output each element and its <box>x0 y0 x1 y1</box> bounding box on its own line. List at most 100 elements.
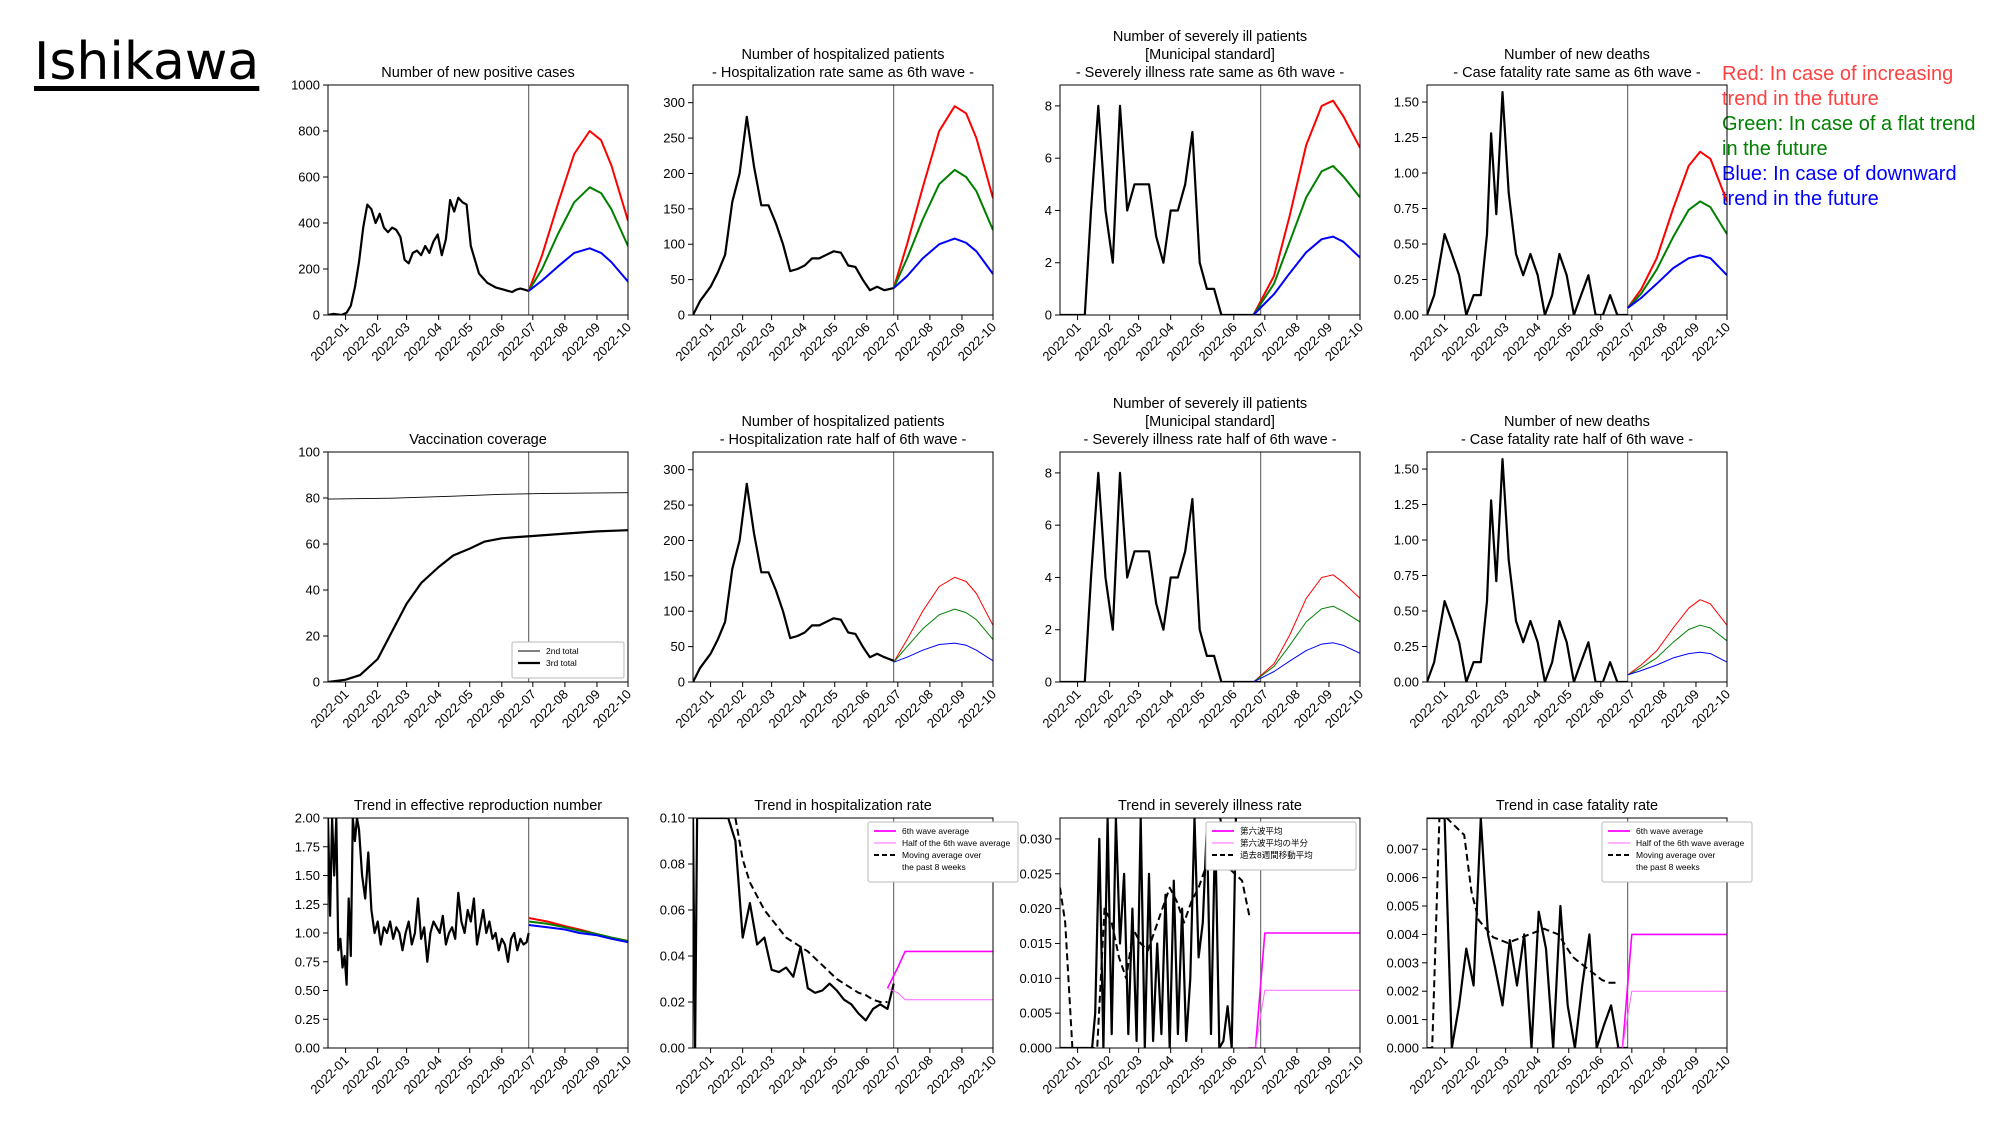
y-tick-label: 0.005 <box>1386 899 1419 914</box>
chart-title: [Municipal standard] <box>1145 414 1275 430</box>
y-tick-label: 1.50 <box>1394 95 1419 110</box>
chart-title: Number of new deaths <box>1504 414 1650 430</box>
y-tick-label: 0.002 <box>1386 984 1419 999</box>
legend-box <box>1205 821 1357 871</box>
series-red <box>1252 99 1360 315</box>
legend-note-blue: Blue: In case of downward trend in the f… <box>1722 163 1957 210</box>
legend-box <box>1601 821 1753 883</box>
series-green <box>528 920 628 942</box>
y-tick-label: 0 <box>313 308 320 323</box>
series-green <box>1253 605 1360 682</box>
y-tick-label: 0.00 <box>1394 675 1419 690</box>
chart-rt: Trend in effective reproduction number 0.… <box>295 798 634 1097</box>
series-red <box>892 105 993 289</box>
legend-box <box>867 821 1019 883</box>
y-tick-label: 0.010 <box>1019 971 1052 986</box>
series-past <box>1427 458 1628 682</box>
series-second <box>328 492 628 500</box>
chart-severe_rate: Trend in severely illness rate 0.000 0.005… <box>1019 798 1366 1097</box>
y-tick-label: 50 <box>671 639 685 654</box>
y-tick-label: 100 <box>663 237 685 252</box>
series-red <box>1253 574 1360 682</box>
legend-label: Half of the 6th wave average <box>1636 838 1744 848</box>
y-tick-label: 0.50 <box>1394 604 1419 619</box>
y-tick-label: 0.005 <box>1019 1006 1052 1021</box>
y-tick-label: 150 <box>663 568 685 583</box>
series-blue <box>893 237 993 289</box>
y-tick-label: 200 <box>663 533 685 548</box>
y-tick-label: 250 <box>663 131 685 146</box>
legend-label: Moving average over <box>1636 850 1716 860</box>
plot-frame <box>327 84 629 316</box>
y-tick-label: 0.25 <box>1394 272 1419 287</box>
y-tick-label: 0 <box>1045 675 1052 690</box>
page-title: Ishikawa <box>34 32 260 92</box>
y-tick-label: 0.004 <box>1386 927 1419 942</box>
legend-label: 過去8週間移動平均 <box>1240 850 1313 860</box>
chart-title: Number of severely ill patients <box>1113 29 1307 45</box>
legend-label: 6th wave average <box>902 826 969 836</box>
chart-hosp_same: Number of hospitalized patients - Hospita… <box>663 47 999 364</box>
series-light_magenta <box>1248 989 1360 1048</box>
y-tick-label: 1.50 <box>1394 462 1419 477</box>
series-past <box>693 115 894 315</box>
y-tick-label: 0.00 <box>1394 308 1419 323</box>
series-green <box>1252 165 1360 315</box>
chart-severe_half: Number of severely ill patients [Municipa… <box>1039 396 1366 731</box>
legend-note-red: Red: In case of increasing trend in the … <box>1722 63 1954 110</box>
chart-hosp_half: Number of hospitalized patients - Hospita… <box>663 414 999 731</box>
y-tick-label: 0.000 <box>1019 1041 1052 1056</box>
series-magenta <box>886 950 993 989</box>
series-past <box>1060 471 1261 682</box>
y-tick-label: 1.00 <box>1394 166 1419 181</box>
series-blue <box>893 642 993 663</box>
y-tick-label: 0.007 <box>1386 842 1419 857</box>
y-tick-label: 100 <box>298 445 320 460</box>
y-tick-label: 250 <box>663 498 685 513</box>
series-dashed <box>734 818 888 1003</box>
series-red <box>893 576 993 663</box>
series-past <box>1060 818 1237 1048</box>
legend-note-green: Green: In case of a flat trend in the fu… <box>1722 113 1976 160</box>
chart-title: Number of hospitalized patients <box>741 47 944 63</box>
plot-frame <box>692 817 994 1049</box>
series-red <box>1627 599 1727 676</box>
chart-title: [Municipal standard] <box>1145 47 1275 63</box>
plot-frame <box>1426 451 1728 683</box>
legend-label: 3rd total <box>546 658 577 668</box>
legend-label: 第六波平均の半分 <box>1240 838 1309 848</box>
plot-frame <box>1059 84 1361 316</box>
chart-title: Number of hospitalized patients <box>741 414 944 430</box>
y-tick-label: 2 <box>1045 622 1052 637</box>
y-tick-label: 1.00 <box>1394 533 1419 548</box>
y-tick-label: 0.00 <box>295 1041 320 1056</box>
y-tick-label: 0.001 <box>1386 1012 1419 1027</box>
series-past <box>1427 818 1628 1048</box>
chart-title: - Hospitalization rate half of 6th wave … <box>720 432 967 448</box>
y-tick-label: 0.00 <box>660 1041 685 1056</box>
series-past <box>1060 104 1261 315</box>
series-blue <box>528 924 628 944</box>
y-tick-label: 1.50 <box>295 868 320 883</box>
chart-title: Trend in case fatality rate <box>1496 798 1658 814</box>
y-tick-label: 1.25 <box>1394 497 1419 512</box>
series-green <box>893 608 993 663</box>
y-tick-label: 1.00 <box>295 926 320 941</box>
legend-label: the past 8 weeks <box>1636 862 1700 872</box>
y-tick-label: 0.75 <box>295 954 320 969</box>
chart-title: - Case fatality rate half of 6th wave - <box>1461 432 1693 448</box>
series-blue <box>528 247 628 292</box>
chart-title: Number of new deaths <box>1504 47 1650 63</box>
plot-frame <box>327 451 629 683</box>
series-light_magenta <box>887 987 993 1001</box>
y-tick-label: 0.003 <box>1386 955 1419 970</box>
y-tick-label: 0 <box>678 308 685 323</box>
y-tick-label: 300 <box>663 95 685 110</box>
y-tick-label: 4 <box>1045 203 1052 218</box>
legend-label: 2nd total <box>546 646 579 656</box>
y-tick-label: 0.015 <box>1019 936 1052 951</box>
series-blue <box>1252 235 1360 315</box>
y-tick-label: 200 <box>298 262 320 277</box>
chart-deaths_half: Number of new deaths - Case fatality rate… <box>1394 414 1733 731</box>
series-dashed <box>1427 818 1617 1048</box>
